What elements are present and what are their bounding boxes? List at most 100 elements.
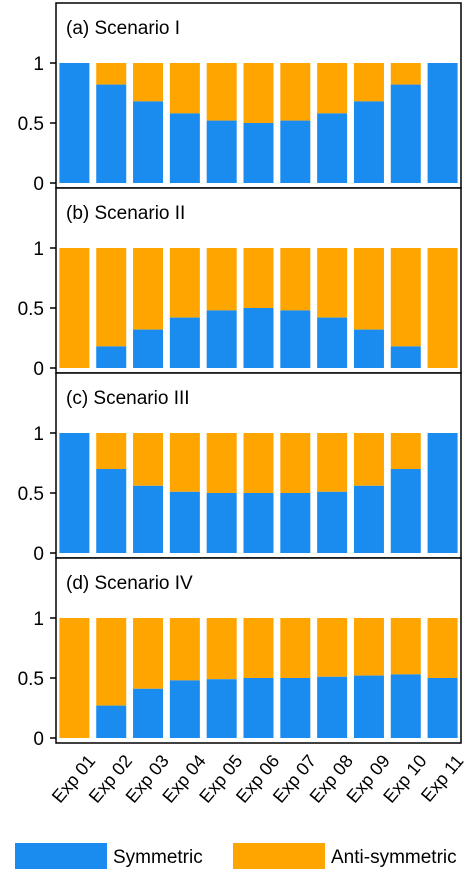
bar-anti-symmetric [353,63,384,102]
bar-symmetric [243,493,274,553]
bar-anti-symmetric [243,618,274,678]
bar-anti-symmetric [133,63,164,102]
y-tick-label: 0.5 [18,114,44,135]
bar-symmetric [59,433,90,553]
legend-label-anti-symmetric: Anti-symmetric [331,847,457,868]
bar-symmetric [133,688,164,738]
bar-anti-symmetric [206,248,237,311]
bar-anti-symmetric [133,618,164,689]
bar-symmetric [96,346,127,368]
bar-symmetric [280,310,311,368]
y-tick-label: 1 [33,424,44,445]
bar-anti-symmetric [206,63,237,121]
bar-anti-symmetric [169,248,200,318]
bar-symmetric [133,329,164,368]
bar-symmetric [353,485,384,553]
bar-anti-symmetric [169,433,200,492]
y-tick-label: 0 [33,544,44,565]
bar-symmetric [59,63,90,183]
bar-anti-symmetric [59,618,90,738]
bar-symmetric [280,493,311,553]
bar-symmetric [353,329,384,368]
bar-symmetric [133,485,164,553]
bar-symmetric [390,674,421,738]
y-tick-label: 0.5 [18,299,44,320]
bar-anti-symmetric [427,248,458,368]
bar-anti-symmetric [390,63,421,85]
bar-symmetric [390,346,421,368]
bar-symmetric [133,101,164,183]
bar-anti-symmetric [390,433,421,469]
bar-anti-symmetric [59,248,90,368]
bar-anti-symmetric [317,63,348,114]
bar-symmetric [243,123,274,183]
bar-anti-symmetric [390,248,421,347]
y-tick-label: 0 [33,359,44,380]
bar-anti-symmetric [243,248,274,308]
y-tick-label: 0.5 [18,484,44,505]
bar-anti-symmetric [390,618,421,675]
y-tick-label: 0.5 [18,669,44,690]
bar-anti-symmetric [96,63,127,85]
bar-anti-symmetric [317,618,348,677]
bar-symmetric [317,113,348,183]
bar-anti-symmetric [96,433,127,469]
bar-symmetric [427,63,458,183]
bar-anti-symmetric [96,248,127,347]
y-tick-label: 0 [33,174,44,195]
panel-title-4: (d) Scenario IV [66,573,193,594]
bar-anti-symmetric [243,63,274,123]
bar-symmetric [280,678,311,738]
bar-anti-symmetric [427,618,458,678]
legend-swatch-symmetric [15,843,107,869]
bar-anti-symmetric [169,618,200,681]
bar-symmetric [427,433,458,553]
y-tick-label: 0 [33,729,44,750]
bar-anti-symmetric [280,618,311,678]
bar-anti-symmetric [280,433,311,493]
legend-label-symmetric: Symmetric [113,847,203,868]
bar-symmetric [96,705,127,738]
bar-anti-symmetric [206,618,237,680]
bar-anti-symmetric [353,618,384,676]
bar-anti-symmetric [353,248,384,330]
bar-anti-symmetric [133,248,164,330]
legend-swatch-anti-symmetric [233,843,325,869]
bar-symmetric [206,120,237,183]
bar-symmetric [96,469,127,553]
y-tick-label: 1 [33,54,44,75]
bar-anti-symmetric [280,248,311,311]
bar-symmetric [243,678,274,738]
bar-symmetric [169,317,200,368]
bar-anti-symmetric [96,618,127,706]
bar-anti-symmetric [243,433,274,493]
bar-symmetric [206,679,237,738]
bar-symmetric [206,493,237,553]
bar-anti-symmetric [317,433,348,492]
bar-anti-symmetric [169,63,200,114]
panel-title-2: (b) Scenario II [66,203,185,224]
bar-anti-symmetric [206,433,237,493]
bar-anti-symmetric [280,63,311,121]
y-tick-label: 1 [33,609,44,630]
bar-symmetric [169,113,200,183]
bar-symmetric [96,84,127,183]
bar-symmetric [169,680,200,738]
bar-anti-symmetric [317,248,348,318]
bar-symmetric [317,491,348,553]
bar-symmetric [243,308,274,368]
bar-symmetric [206,310,237,368]
bar-anti-symmetric [133,433,164,486]
bar-symmetric [169,491,200,553]
bar-symmetric [317,317,348,368]
bar-anti-symmetric [353,433,384,486]
panel-title-1: (a) Scenario I [66,18,180,39]
panel-title-3: (c) Scenario III [66,388,190,409]
bar-symmetric [390,469,421,553]
bar-symmetric [280,120,311,183]
bar-symmetric [353,675,384,738]
bar-symmetric [427,678,458,738]
bar-symmetric [390,84,421,183]
bar-symmetric [353,101,384,183]
